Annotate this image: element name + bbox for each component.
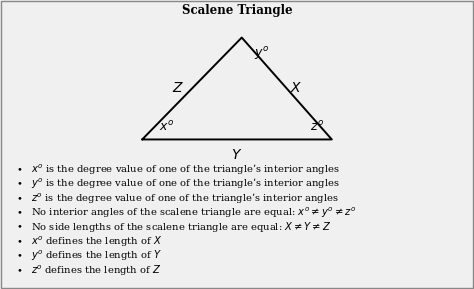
Text: Scalene Triangle: Scalene Triangle: [182, 4, 292, 17]
Text: $Z$: $Z$: [172, 81, 184, 95]
Text: $z^o$ is the degree value of one of the triangle’s interior angles: $z^o$ is the degree value of one of the …: [31, 191, 338, 205]
Text: $z^o$: $z^o$: [310, 120, 325, 134]
Text: •: •: [16, 223, 22, 232]
Text: $x^o$ is the degree value of one of the triangle’s interior angles: $x^o$ is the degree value of one of the …: [31, 162, 339, 177]
Text: •: •: [16, 194, 22, 203]
Text: •: •: [16, 237, 22, 246]
Text: •: •: [16, 266, 22, 275]
Text: $Y$: $Y$: [231, 148, 243, 162]
Text: •: •: [16, 252, 22, 261]
Text: •: •: [16, 208, 22, 217]
Text: No interior angles of the scalene triangle are equal: $x^o \neq y^o \neq z^o$: No interior angles of the scalene triang…: [31, 205, 356, 220]
Text: $y^o$: $y^o$: [254, 45, 269, 62]
Text: $X$: $X$: [290, 81, 302, 95]
Text: $x^o$: $x^o$: [159, 120, 174, 134]
Text: $z^o$ defines the length of $Z$: $z^o$ defines the length of $Z$: [31, 264, 161, 278]
Text: $x^o$ defines the length of $X$: $x^o$ defines the length of $X$: [31, 235, 162, 249]
Text: No side lengths of the scalene triangle are equal: $X \neq Y \neq Z$: No side lengths of the scalene triangle …: [31, 220, 331, 234]
Text: •: •: [16, 179, 22, 188]
Text: $y^o$ defines the length of $Y$: $y^o$ defines the length of $Y$: [31, 249, 162, 263]
Text: •: •: [16, 165, 22, 174]
Text: $y^o$ is the degree value of one of the triangle’s interior angles: $y^o$ is the degree value of one of the …: [31, 177, 339, 191]
